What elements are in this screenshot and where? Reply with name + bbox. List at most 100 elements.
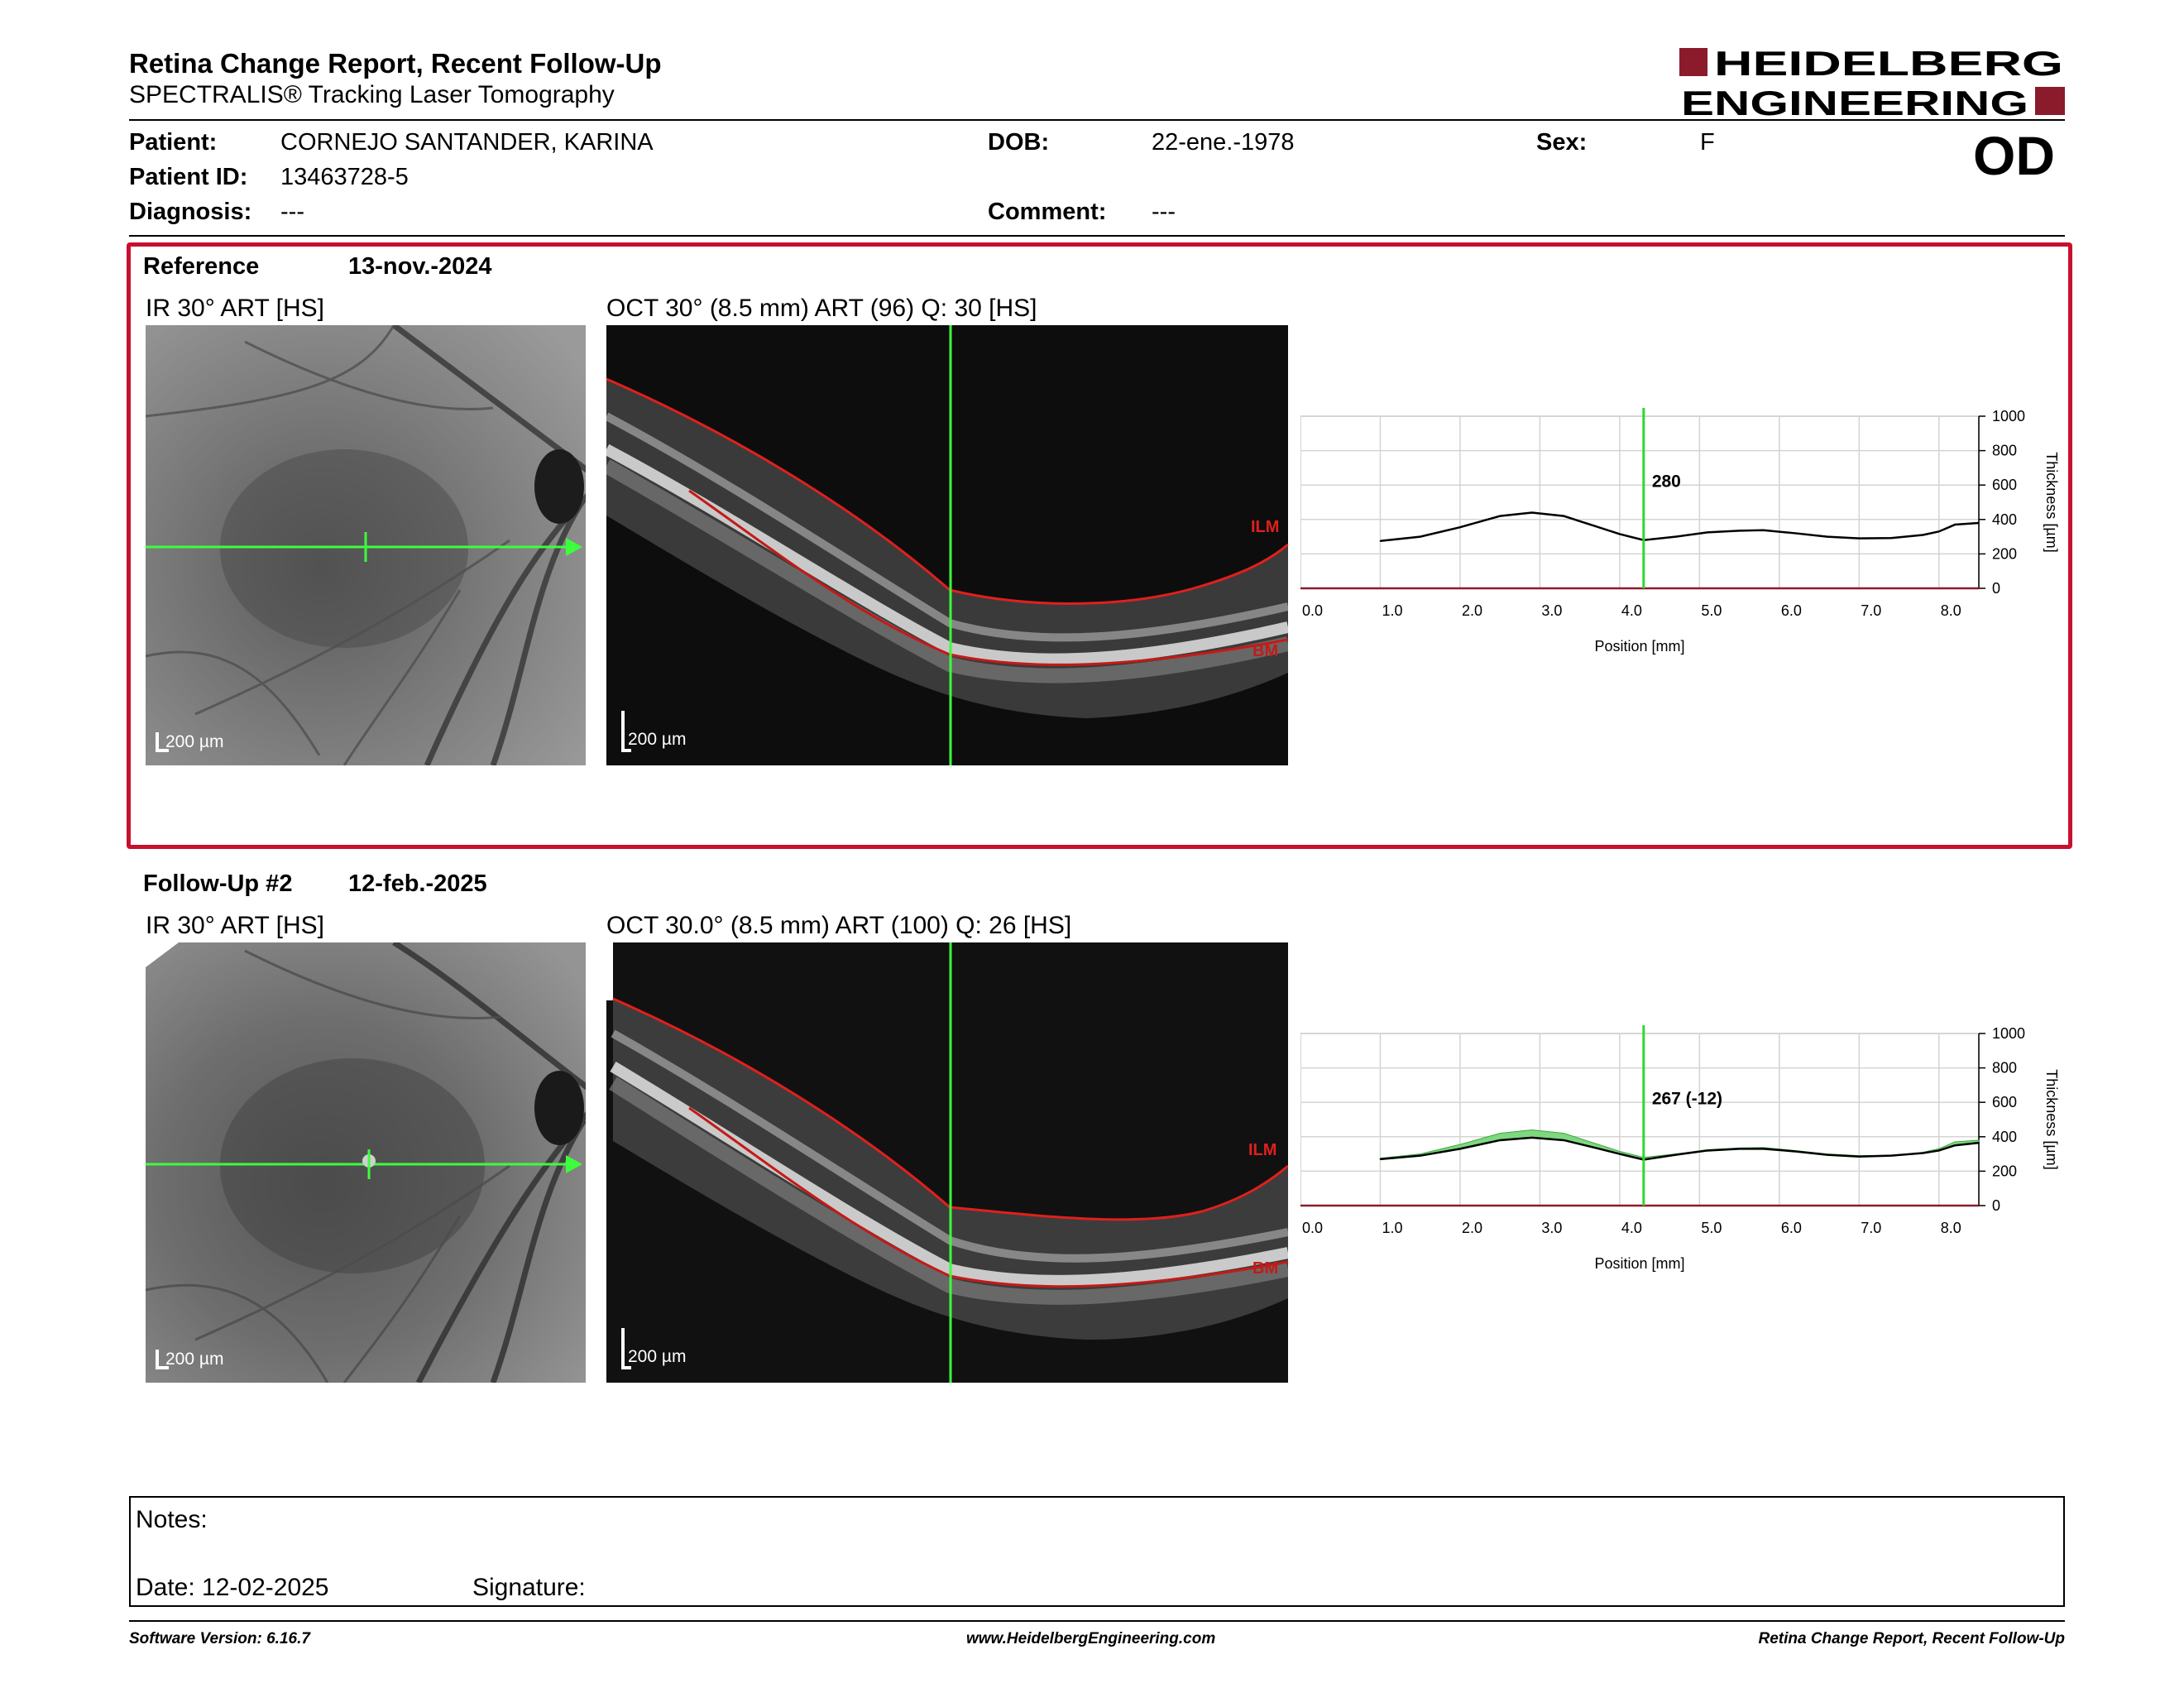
followup-ir-caption: IR 30° ART [HS] (146, 912, 324, 939)
followup-optic-disc (534, 1071, 584, 1145)
followup-chart-xtick: 8.0 (1941, 1220, 1961, 1236)
followup-chart-point (1858, 1155, 1861, 1158)
followup-chart-point (1922, 1152, 1924, 1154)
reference-chart-point (1379, 540, 1382, 542)
reference-chart-xtick: 1.0 (1382, 602, 1402, 619)
followup-chart-ytick: 800 (1992, 1060, 2017, 1077)
footer-rule (129, 1620, 2065, 1622)
notes-box (129, 1496, 2065, 1607)
reference-chart-ytick: 600 (1992, 477, 2017, 493)
followup-oct-image: ILM BM 200 µm (606, 942, 1288, 1383)
diagnosis-label: Diagnosis: (129, 199, 252, 225)
followup-label: Follow-Up #2 (143, 870, 293, 897)
followup-chart-point (1459, 1148, 1461, 1150)
followup-chart-frame (1300, 1033, 1980, 1206)
reference-chart-ytick: 1000 (1992, 408, 2025, 424)
followup-chart-point (1954, 1144, 1956, 1146)
reference-ir-scale: 200 µm (165, 732, 223, 751)
reference-chart-ytick: 0 (1992, 580, 2000, 597)
report-subtitle: SPECTRALIS® Tracking Laser Tomography (129, 81, 615, 108)
followup-chart-point (1826, 1153, 1828, 1156)
reference-chart-point (1794, 532, 1796, 535)
reference-date: 13-nov.-2024 (348, 253, 492, 280)
followup-chart-ytick: 200 (1992, 1163, 2017, 1179)
followup-chart-xlabel: Position [mm] (1594, 1255, 1684, 1272)
comment-label: Comment: (988, 199, 1107, 225)
reference-chart-point (1674, 535, 1677, 538)
report-title: Retina Change Report, Recent Follow-Up (129, 48, 662, 79)
followup-chart-ylabel: Thickness [µm] (2043, 1069, 2060, 1169)
sex-value: F (1700, 129, 1715, 156)
notes-label: Notes: (136, 1506, 208, 1533)
reference-frame (127, 242, 2072, 849)
reference-chart-point (1595, 525, 1597, 527)
followup-chart-xtick: 7.0 (1861, 1220, 1881, 1236)
followup-chart-marker-label: 267 (-12) (1652, 1089, 1722, 1108)
followup-chart-xtick: 1.0 (1382, 1220, 1402, 1236)
heidelberg-logo: HEIDELBERG ENGINEERING (1679, 45, 2065, 119)
patient-id-value: 13463728-5 (280, 164, 409, 190)
reference-chart-xtick: 3.0 (1541, 602, 1562, 619)
logo-square-top (1679, 48, 1707, 76)
followup-chart-ytick: 600 (1992, 1094, 2017, 1110)
reference-bm-label: BM (1252, 642, 1278, 660)
reference-chart-marker-label: 280 (1652, 472, 1681, 491)
reference-chart-ytick: 200 (1992, 545, 2017, 562)
reference-chart-xtick: 7.0 (1861, 602, 1881, 619)
followup-date: 12-feb.-2025 (348, 870, 487, 897)
followup-chart-point (1674, 1153, 1677, 1156)
signature-label: Signature: (472, 1574, 586, 1601)
dob-value: 22-ene.-1978 (1152, 129, 1295, 156)
followup-chart-xtick: 4.0 (1621, 1220, 1642, 1236)
followup-chart-point (1563, 1139, 1565, 1141)
reference-chart-point (1978, 522, 1980, 524)
logo-line1: HEIDELBERG (1714, 45, 2063, 83)
diagnosis-value: --- (280, 199, 304, 225)
dob-label: DOB: (988, 129, 1050, 156)
followup-chart-point (1379, 1158, 1382, 1160)
reference-chart-point (1530, 511, 1533, 514)
reference-chart-point (1738, 530, 1741, 532)
reference-chart-xtick: 5.0 (1701, 602, 1722, 619)
reference-chart-point (1419, 535, 1421, 538)
followup-chart-xtick: 5.0 (1701, 1220, 1722, 1236)
reference-chart-xlabel: Position [mm] (1594, 638, 1684, 655)
patient-id-label: Patient ID: (129, 164, 248, 190)
logo-line2: ENGINEERING (1681, 84, 2028, 119)
reference-chart-point (1707, 531, 1708, 534)
reference-label: Reference (143, 253, 260, 280)
followup-chart-xtick: 2.0 (1462, 1220, 1482, 1236)
followup-chart-point (1707, 1149, 1708, 1152)
followup-chart-point (1978, 1142, 1980, 1144)
date-label: Date: 12-02-2025 (136, 1574, 329, 1601)
reference-chart-xtick: 8.0 (1941, 602, 1961, 619)
followup-chart-ytick: 0 (1992, 1197, 2000, 1214)
followup-chart-point (1738, 1148, 1741, 1150)
reference-ilm-label: ILM (1251, 518, 1279, 536)
reference-chart-point (1922, 534, 1924, 536)
reference-oct-scale: 200 µm (628, 730, 686, 749)
reference-chart-point (1826, 535, 1828, 538)
followup-ilm-label: ILM (1248, 1141, 1276, 1159)
followup-chart-point (1499, 1139, 1501, 1141)
followup-oct-caption: OCT 30.0° (8.5 mm) ART (100) Q: 26 [HS] (606, 912, 1072, 939)
reference-chart-ylabel: Thickness [µm] (2043, 452, 2060, 552)
followup-chart-point (1762, 1148, 1765, 1150)
followup-ir-image: 200 µm (146, 942, 586, 1383)
reference-chart-point (1937, 530, 1940, 533)
followup-thickness-chart: 0.0 1.0 2.0 3.0 4.0 5.0 6.0 7.0 8.0 0 200 400 600 800… (1300, 1025, 2060, 1272)
followup-chart-point (1619, 1153, 1621, 1155)
reference-chart-point (1890, 537, 1892, 539)
footer-report-name: Retina Change Report, Recent Follow-Up (1758, 1630, 2065, 1647)
followup-chart-xtick: 6.0 (1781, 1220, 1802, 1236)
followup-chart-ytick: 400 (1992, 1129, 2017, 1145)
followup-chart-point (1937, 1149, 1940, 1152)
patient-name: CORNEJO SANTANDER, KARINA (280, 129, 654, 156)
reference-chart-point (1499, 515, 1501, 517)
patient-rule (129, 235, 2065, 237)
reference-thickness-chart: 0.0 1.0 2.0 3.0 4.0 5.0 6.0 7.0 8.0 0 200 400 600 800… (1300, 408, 2060, 655)
reference-chart-thickness-line (1380, 511, 1980, 543)
followup-chart-point (1595, 1147, 1597, 1149)
reference-chart-point (1619, 533, 1621, 535)
website: www.HeidelbergEngineering.com (966, 1630, 1216, 1647)
